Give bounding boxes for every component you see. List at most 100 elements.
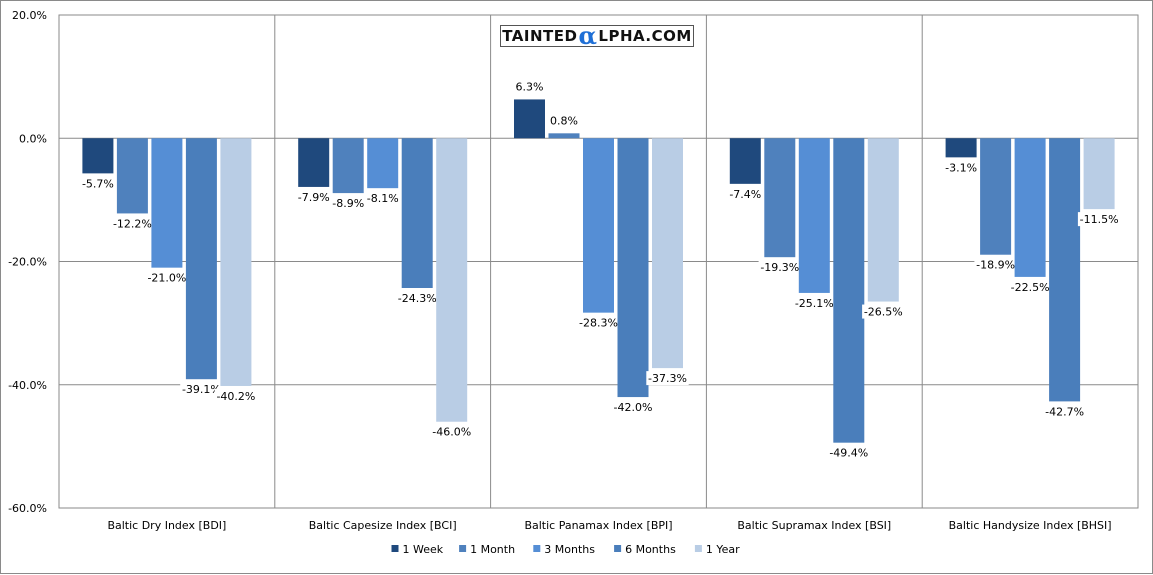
data-label: -42.0%: [614, 401, 653, 414]
data-label-bg: [577, 315, 620, 330]
legend-label: 1 Month: [470, 543, 515, 556]
data-label-bg: [549, 113, 579, 128]
x-tick-label: Baltic Panamax Index [BPI]: [524, 519, 672, 532]
watermark-alpha: α: [578, 21, 598, 50]
legend-label: 6 Months: [625, 543, 676, 556]
bar: [1083, 138, 1115, 210]
data-label-bg: [180, 382, 223, 397]
data-label: -21.0%: [147, 272, 186, 285]
data-label-bg: [1008, 279, 1052, 294]
data-label: -5.7%: [82, 177, 114, 190]
data-label-bg: [111, 216, 154, 231]
bar: [833, 138, 865, 443]
bar: [401, 138, 433, 288]
bar: [332, 138, 364, 194]
data-label-bg: [727, 186, 764, 201]
bar: [798, 138, 830, 293]
bar: [514, 99, 545, 139]
y-tick-label: -20.0%: [8, 256, 47, 269]
bar: [980, 138, 1012, 255]
bar: [617, 138, 649, 398]
data-label: -46.0%: [432, 426, 471, 439]
x-tick-label: Baltic Handysize Index [BHSI]: [949, 519, 1112, 532]
watermark-text-1: TAINTED: [502, 27, 578, 45]
data-label: -24.3%: [398, 292, 437, 305]
data-label-bg: [1043, 404, 1086, 419]
data-label-bg: [1077, 212, 1121, 227]
bar: [298, 138, 330, 187]
x-tick-label: Baltic Supramax Index [BSI]: [737, 519, 891, 532]
data-label: -7.4%: [729, 188, 761, 201]
data-label: -26.5%: [864, 306, 903, 319]
data-label-bg: [611, 400, 655, 415]
bar: [867, 138, 899, 302]
data-label-bg: [827, 445, 870, 460]
legend-swatch: [614, 545, 622, 552]
data-label: 0.8%: [550, 114, 578, 127]
y-tick-label: -60.0%: [8, 502, 47, 515]
data-label: -40.2%: [216, 390, 255, 403]
data-label-bg: [514, 79, 545, 94]
bar: [1014, 138, 1046, 277]
bar: [116, 138, 148, 214]
data-label: -18.9%: [976, 259, 1015, 272]
data-label-bg: [430, 424, 473, 439]
data-label-bg: [295, 189, 332, 204]
legend-swatch: [533, 545, 541, 552]
data-label-bg: [330, 196, 367, 211]
legend-swatch: [391, 545, 399, 552]
data-label: -39.1%: [182, 383, 221, 396]
legend-label: 1 Year: [706, 543, 740, 556]
data-label: -8.1%: [367, 192, 399, 205]
data-label: -22.5%: [1011, 281, 1050, 294]
legend-label: 3 Months: [544, 543, 595, 556]
data-label-bg: [214, 388, 258, 403]
x-tick-label: Baltic Dry Index [BDI]: [107, 519, 226, 532]
data-label-bg: [862, 304, 905, 319]
bar: [220, 138, 252, 386]
data-label-bg: [396, 290, 439, 305]
watermark-logo: TAINTED α LPHA.COM: [500, 21, 694, 50]
bar: [367, 138, 399, 189]
bar: [652, 138, 683, 369]
bar: [1049, 138, 1081, 402]
data-label: -12.2%: [113, 217, 152, 230]
bar: [82, 138, 114, 174]
bar: [729, 138, 761, 184]
data-label: -42.7%: [1045, 405, 1084, 418]
legend-swatch: [694, 545, 702, 552]
bar: [436, 138, 468, 422]
legend-swatch: [459, 545, 467, 552]
data-label: 6.3%: [516, 80, 544, 93]
y-tick-label: 0.0%: [19, 132, 47, 145]
data-label: -8.9%: [332, 197, 364, 210]
data-label-bg: [974, 257, 1017, 272]
data-label-bg: [364, 191, 401, 206]
data-label: -7.9%: [298, 191, 330, 204]
data-label: -3.1%: [945, 161, 977, 174]
y-tick-label: -40.0%: [8, 379, 47, 392]
bar: [151, 138, 183, 268]
data-label-bg: [793, 295, 836, 310]
x-tick-label: Baltic Capesize Index [BCI]: [309, 519, 457, 532]
data-label: -25.1%: [795, 297, 834, 310]
watermark-text-2: LPHA.COM: [598, 27, 692, 45]
data-label: -11.5%: [1080, 213, 1119, 226]
legend-label: 1 Week: [403, 543, 444, 556]
data-label: -49.4%: [829, 447, 868, 460]
data-label-bg: [79, 176, 116, 191]
bar: [548, 133, 580, 139]
bar: [185, 138, 217, 380]
data-label-bg: [145, 270, 189, 285]
data-label-bg: [758, 260, 801, 275]
bar: [945, 138, 977, 158]
bar: [583, 138, 614, 313]
data-label: -37.3%: [648, 372, 687, 385]
bar: [764, 138, 796, 258]
data-label-bg: [943, 160, 980, 175]
data-label-bg: [646, 371, 689, 386]
data-label: -19.3%: [760, 261, 799, 274]
data-label: -28.3%: [579, 317, 618, 330]
